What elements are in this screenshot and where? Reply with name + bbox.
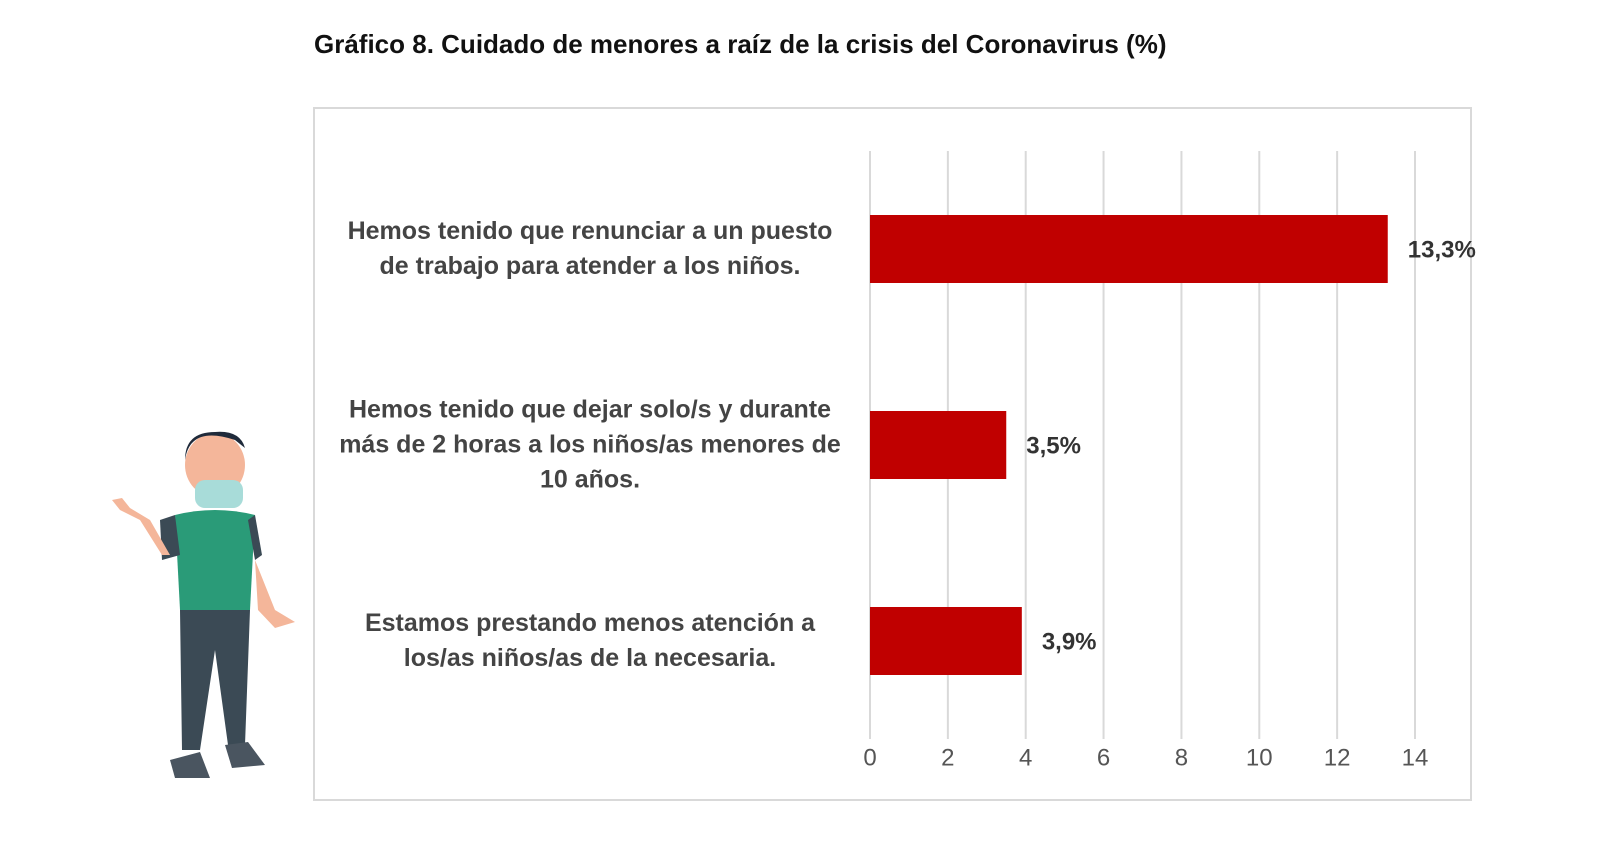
bar: [870, 215, 1388, 283]
bar: [870, 607, 1022, 675]
category-label: Hemos tenido que dejar solo/s y durante …: [339, 395, 841, 494]
category-label: Estamos prestando menos atención a los/a…: [364, 609, 816, 672]
value-label: 3,5%: [1026, 432, 1081, 459]
category-label: Hemos tenido que renunciar a un puesto d…: [347, 217, 833, 280]
x-tick-label: 14: [1402, 744, 1429, 771]
x-tick-label: 10: [1246, 744, 1273, 771]
chart-title: Gráfico 8. Cuidado de menores a raíz de …: [314, 29, 1166, 59]
bar: [870, 411, 1007, 479]
illustration: [112, 431, 295, 778]
x-tick-label: 6: [1097, 744, 1110, 771]
x-tick-label: 12: [1324, 744, 1351, 771]
x-tick-label: 8: [1175, 744, 1188, 771]
x-tick-label: 4: [1019, 744, 1032, 771]
value-label: 3,9%: [1042, 628, 1097, 655]
value-label: 13,3%: [1408, 236, 1476, 263]
x-tick-label: 2: [941, 744, 954, 771]
x-tick-label: 0: [863, 744, 876, 771]
